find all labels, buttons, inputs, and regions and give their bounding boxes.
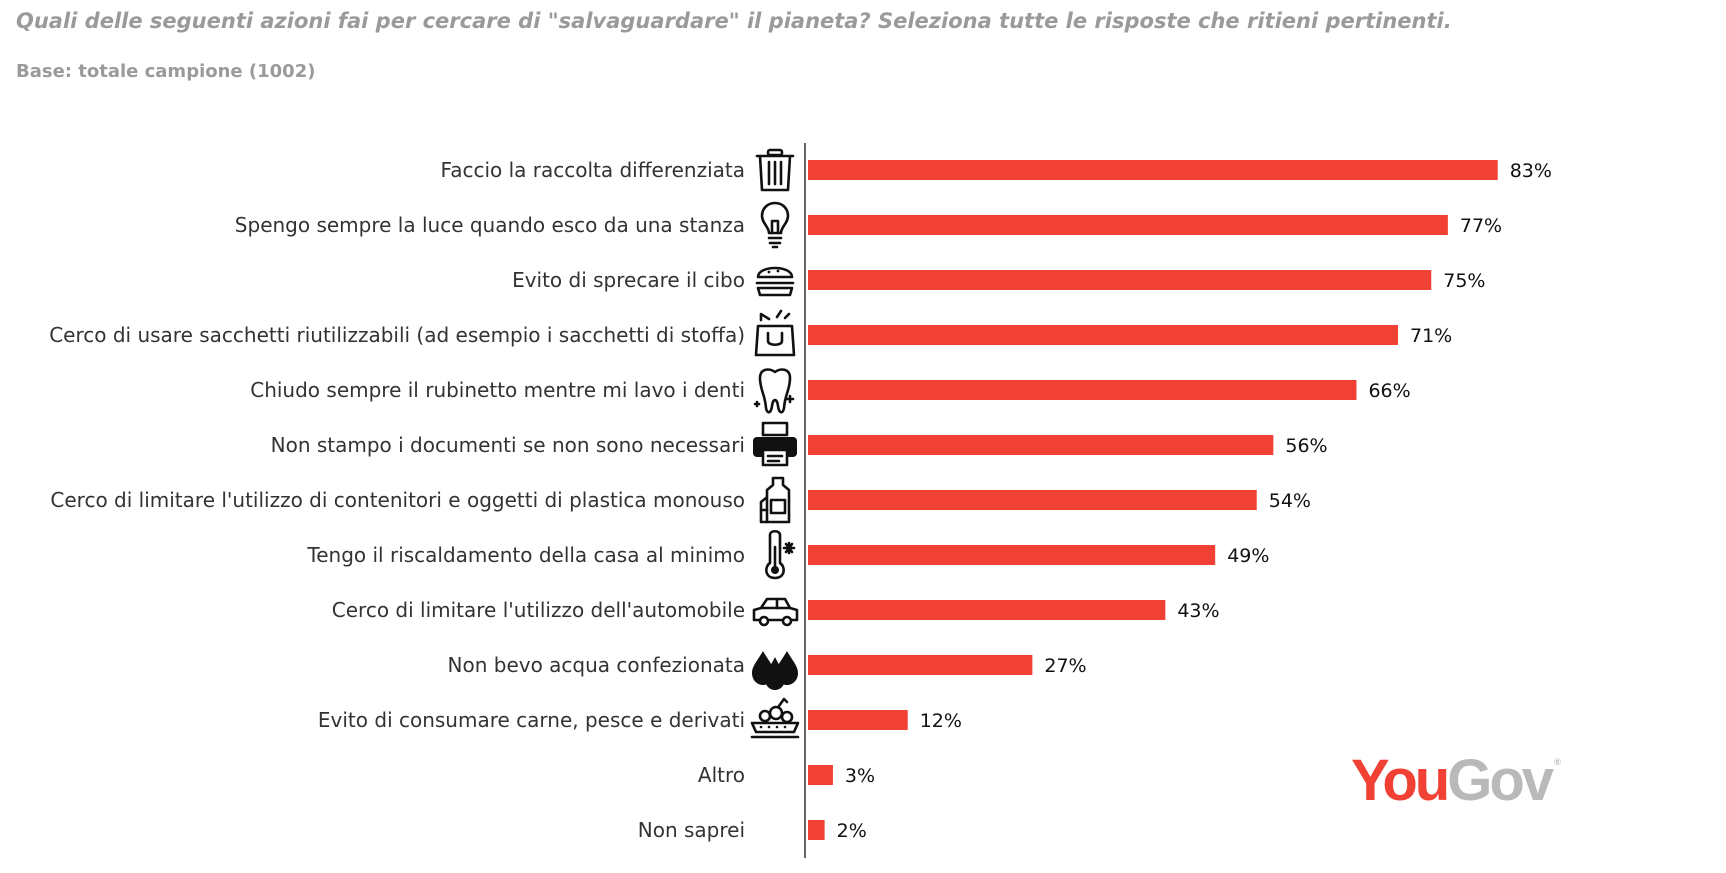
value-label: 66% (1368, 380, 1410, 402)
bar-10 (808, 655, 1033, 675)
bar-1 (808, 160, 1498, 180)
trash-icon (755, 148, 795, 192)
value-label: 54% (1269, 490, 1311, 512)
yougov-logo: YouGov ® (1351, 752, 1561, 810)
value-label: 75% (1443, 270, 1485, 292)
bar-12 (808, 765, 833, 785)
salad-bowl-icon (750, 697, 800, 739)
logo-registered-mark: ® (1554, 757, 1561, 767)
category-label: Evito di consumare carne, pesce e deriva… (318, 708, 745, 732)
category-label: Spengo sempre la luce quando esco da una… (235, 213, 745, 237)
value-label: 2% (837, 820, 867, 842)
category-label: Faccio la raccolta differenziata (441, 158, 745, 182)
category-label: Tengo il riscaldamento della casa al min… (306, 543, 745, 567)
logo-gov: Gov (1447, 748, 1554, 813)
value-label: 12% (920, 710, 962, 732)
water-drops-icon (752, 651, 798, 690)
bar-3 (808, 270, 1432, 290)
category-label: Cerco di usare sacchetti riutilizzabili … (49, 323, 745, 347)
thermometer-icon (765, 529, 796, 580)
bar-7 (808, 490, 1257, 510)
category-label: Chiudo sempre il rubinetto mentre mi lav… (250, 378, 745, 402)
lightbulb-icon (760, 201, 790, 249)
value-label: 27% (1044, 655, 1086, 677)
category-label: Cerco di limitare l'utilizzo di contenit… (50, 488, 745, 512)
value-label: 49% (1227, 545, 1269, 567)
value-label: 56% (1285, 435, 1327, 457)
burger-icon (755, 266, 795, 297)
category-label: Non stampo i documenti se non sono neces… (271, 433, 745, 457)
bar-13 (808, 820, 825, 840)
plastic-bottles-icon (759, 476, 791, 524)
bar-9 (808, 600, 1166, 620)
category-label: Non bevo acqua confezionata (448, 653, 745, 677)
category-label: Non saprei (638, 818, 745, 842)
bar-11 (808, 710, 908, 730)
printer-icon (753, 421, 797, 467)
value-label: 77% (1460, 215, 1502, 237)
value-label: 83% (1510, 160, 1552, 182)
chart-title: Quali delle seguenti azioni fai per cerc… (16, 9, 1452, 33)
bar-5 (808, 380, 1357, 400)
value-label: 43% (1177, 600, 1219, 622)
bar-8 (808, 545, 1216, 565)
shopping-bag-icon (754, 309, 796, 357)
logo-you: You (1351, 748, 1450, 813)
bar-2 (808, 215, 1448, 235)
chart-subtitle: Base: totale campione (1002) (16, 61, 316, 82)
category-label: Evito di sprecare il cibo (512, 268, 745, 292)
value-label: 71% (1410, 325, 1452, 347)
category-label: Cerco di limitare l'utilizzo dell'automo… (332, 598, 745, 622)
bar-4 (808, 325, 1399, 345)
value-label: 3% (845, 765, 875, 787)
bar-6 (808, 435, 1274, 455)
tooth-icon (753, 368, 795, 414)
category-label: Altro (698, 763, 745, 787)
car-icon (752, 597, 799, 627)
